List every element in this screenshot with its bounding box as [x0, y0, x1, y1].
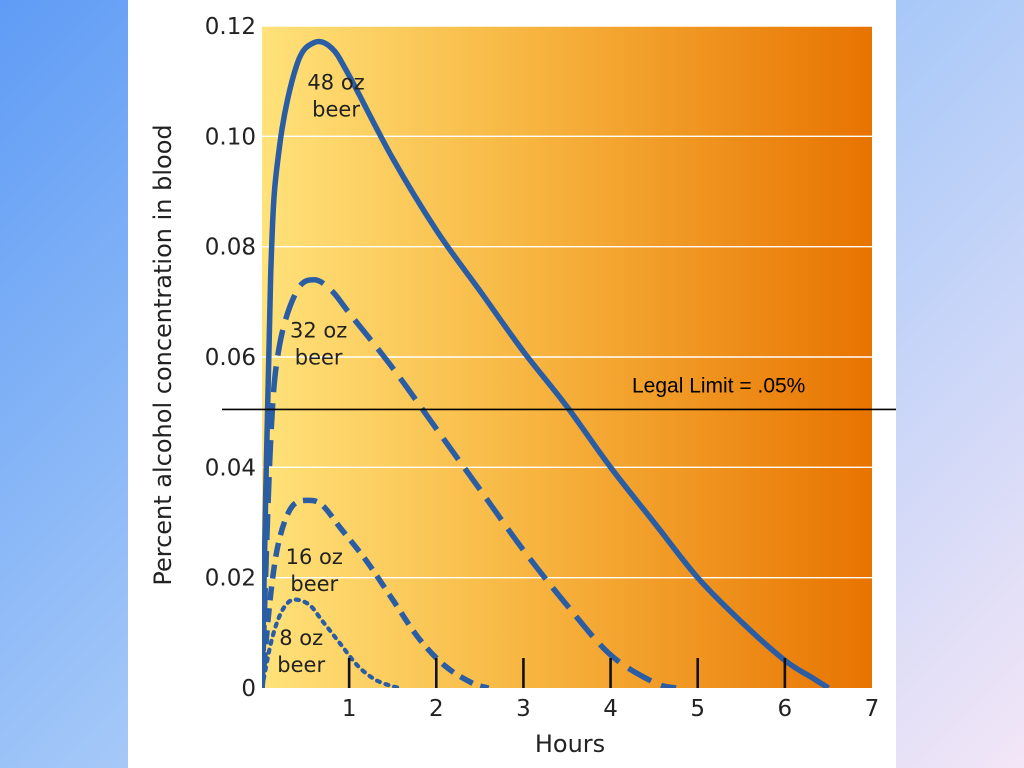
- series-label: 16 oz: [286, 545, 343, 569]
- series-line-2: [262, 277, 677, 688]
- series-label: 8 oz: [279, 626, 323, 650]
- y-tick-label: 0.02: [205, 566, 256, 592]
- x-axis-title: Hours: [535, 730, 605, 758]
- x-tick-label: 2: [429, 696, 444, 722]
- labels: 0 0.02 0.04 0.06 0.08 0.10 0.12 1 2 3 4 5 6 7 48 oz bee…: [205, 14, 880, 722]
- y-tick-label: 0.12: [205, 14, 256, 40]
- series-line-4: [262, 597, 404, 688]
- series-line-1: [262, 38, 830, 688]
- series-label: beer: [312, 97, 360, 121]
- x-tick-label: 6: [778, 696, 793, 722]
- x-tick-label: 7: [865, 696, 880, 722]
- series-label: beer: [295, 346, 343, 370]
- series-label: beer: [277, 653, 325, 677]
- series-label: 48 oz: [307, 70, 364, 94]
- x-tick-label: 5: [690, 696, 705, 722]
- y-tick-label: 0.10: [205, 124, 256, 150]
- y-tick-label: 0.04: [205, 455, 256, 481]
- legal-limit-label: Legal Limit = .05%: [632, 374, 805, 397]
- y-tick-label: 0: [241, 676, 256, 702]
- y-tick-label: 0.08: [205, 235, 256, 261]
- series-line-3: [262, 497, 490, 688]
- blood-alcohol-chart: 0 0.02 0.04 0.06 0.08 0.10 0.12 1 2 3 4 5 6 7 48 oz bee…: [149, 14, 896, 758]
- y-axis-title: Percent alcohol concentration in blood: [149, 124, 177, 585]
- axis-ticks: [347, 658, 787, 688]
- slide: 0 0.02 0.04 0.06 0.08 0.10 0.12 1 2 3 4 5 6 7 48 oz bee…: [128, 0, 896, 768]
- x-tick-label: 1: [342, 696, 357, 722]
- curves: [262, 38, 830, 688]
- x-tick-label: 3: [516, 696, 531, 722]
- series-label: beer: [290, 572, 338, 596]
- x-tick-label: 4: [603, 696, 618, 722]
- series-label: 32 oz: [290, 319, 347, 343]
- y-tick-label: 0.06: [205, 345, 256, 371]
- gridlines: [262, 25, 872, 579]
